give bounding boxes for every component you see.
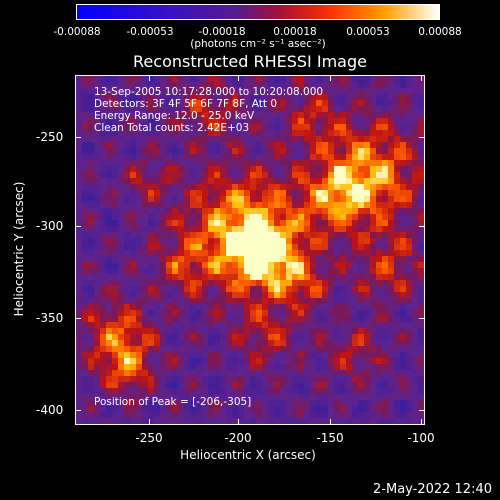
y-tick-mark [75, 318, 81, 319]
x-tick-mark [149, 419, 150, 425]
x-tick-mark [238, 75, 239, 81]
plot-title: Reconstructed RHESSI Image [133, 52, 367, 71]
y-axis-label: Heliocentric Y (arcsec) [12, 181, 26, 317]
footer-timestamp: 2-May-2022 12:40 [373, 482, 492, 497]
rhessi-image [76, 76, 424, 424]
y-tick-mark [419, 318, 425, 319]
colorbar-tick: -0.00053 [126, 26, 174, 38]
y-tick-mark [75, 137, 81, 138]
y-tick-label: -250 [36, 130, 64, 144]
x-tick-mark [421, 75, 422, 81]
y-tick-mark [419, 137, 425, 138]
y-tick-label: -350 [36, 311, 64, 325]
info-detectors: Detectors: 3F 4F 5F 6F 7F 8F, Att 0 [94, 98, 278, 110]
x-tick-mark [421, 419, 422, 425]
info-time: 13-Sep-2005 10:17:28.000 to 10:20:08.000 [94, 86, 324, 98]
y-tick-label: -400 [36, 403, 64, 417]
y-tick-mark [75, 410, 81, 411]
y-tick-mark [75, 226, 81, 227]
colorbar-tick: -0.00018 [198, 26, 246, 38]
y-tick-mark [419, 410, 425, 411]
colorbar-tick: -0.00088 [53, 26, 101, 38]
x-tick-label: -250 [135, 431, 163, 445]
info-peak-position: Position of Peak = [-206,-305] [94, 396, 252, 408]
y-tick-mark [419, 226, 425, 227]
colorbar [76, 4, 440, 20]
info-clean: Clean Total counts: 2.42E+03 [94, 122, 250, 134]
info-energy: Energy Range: 12.0 - 25.0 keV [94, 110, 255, 122]
colorbar-tick: 0.00088 [418, 26, 462, 38]
x-tick-label: -150 [316, 431, 344, 445]
x-tick-label: -100 [407, 431, 435, 445]
y-tick-label: -300 [36, 219, 64, 233]
colorbar-tick: 0.00053 [346, 26, 390, 38]
x-tick-mark [149, 75, 150, 81]
colorbar-units: (photons cm⁻² s⁻¹ asec⁻²) [190, 38, 326, 50]
x-tick-label: -200 [224, 431, 252, 445]
image-plot: 13-Sep-2005 10:17:28.000 to 10:20:08.000… [75, 75, 425, 425]
x-tick-mark [330, 75, 331, 81]
x-axis-label: Heliocentric X (arcsec) [180, 448, 316, 462]
x-tick-mark [238, 419, 239, 425]
colorbar-tick: 0.00018 [273, 26, 317, 38]
colorbar-gradient [77, 5, 439, 19]
x-tick-mark [330, 419, 331, 425]
